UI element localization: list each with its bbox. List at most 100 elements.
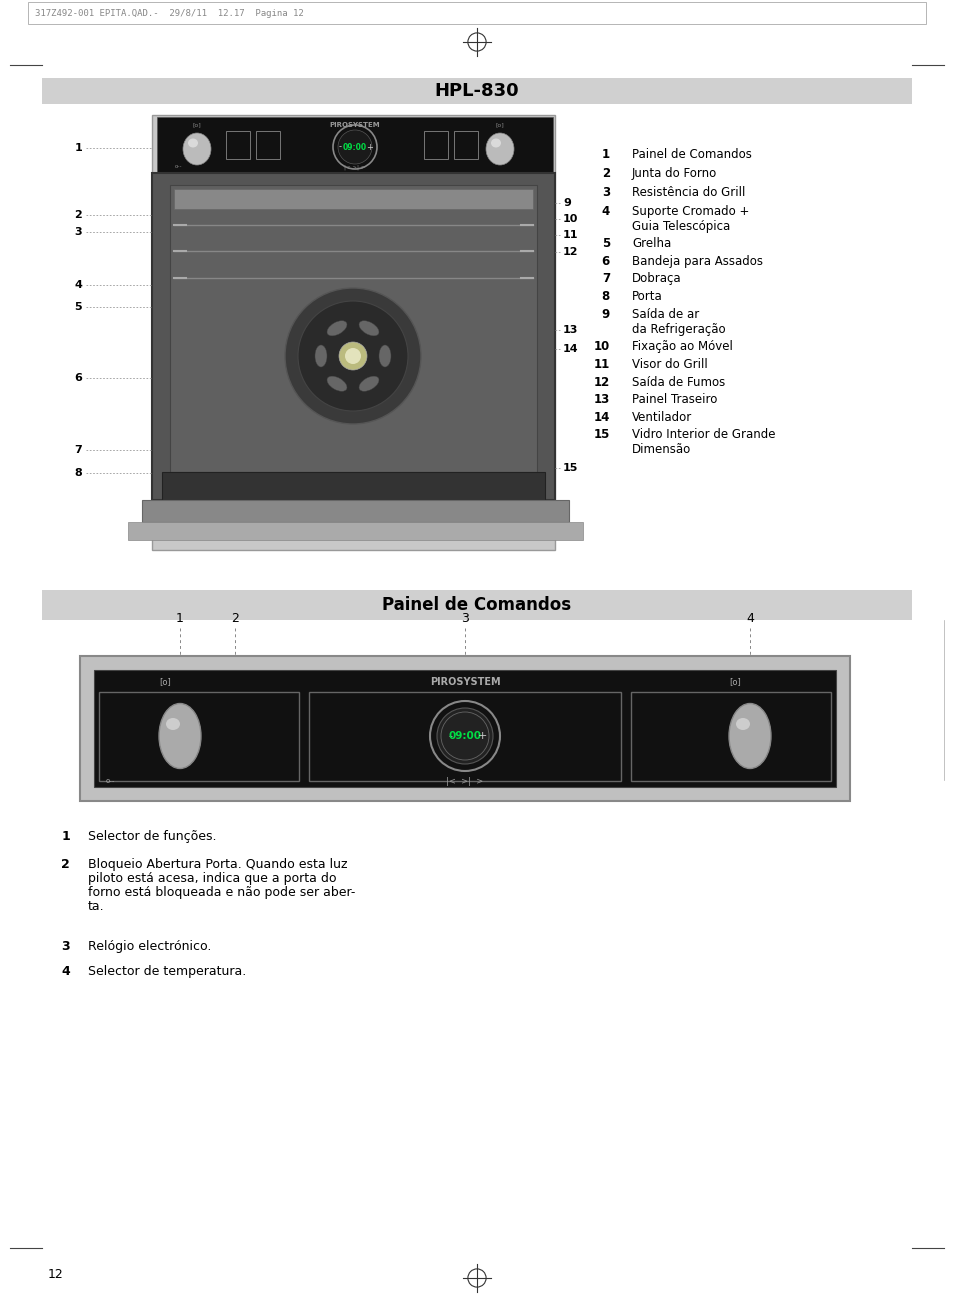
Text: Junta do Forno: Junta do Forno: [631, 167, 717, 180]
Text: +: +: [476, 731, 486, 741]
Text: Grelha: Grelha: [631, 237, 671, 250]
FancyBboxPatch shape: [80, 656, 849, 802]
Text: 11: 11: [562, 230, 578, 240]
Text: 13: 13: [562, 325, 578, 335]
Text: 5: 5: [74, 302, 82, 311]
Text: Dobraça: Dobraça: [631, 272, 680, 285]
Text: Relógio electrónico.: Relógio electrónico.: [88, 940, 212, 953]
Text: Bandeja para Assados: Bandeja para Assados: [631, 255, 762, 268]
Text: 3: 3: [61, 940, 70, 953]
Text: 2: 2: [61, 858, 70, 871]
Text: 4: 4: [74, 280, 82, 290]
Text: 12: 12: [48, 1268, 64, 1281]
Text: 3: 3: [460, 611, 469, 624]
Text: 10: 10: [593, 340, 609, 353]
Text: Saída de Fumos: Saída de Fumos: [631, 376, 724, 389]
Text: 4: 4: [745, 611, 753, 624]
FancyBboxPatch shape: [173, 189, 533, 209]
Text: [o]: [o]: [193, 122, 201, 127]
Text: [o]: [o]: [159, 678, 171, 686]
Text: 14: 14: [562, 344, 578, 353]
Ellipse shape: [183, 133, 211, 166]
FancyBboxPatch shape: [42, 78, 911, 104]
Ellipse shape: [159, 703, 201, 769]
Text: |<  >|  >: |< >| >: [446, 777, 483, 786]
FancyBboxPatch shape: [94, 670, 835, 787]
FancyBboxPatch shape: [152, 173, 555, 501]
Text: Selector de temperatura.: Selector de temperatura.: [88, 964, 246, 978]
Text: 1: 1: [74, 143, 82, 152]
Text: 09:00: 09:00: [342, 142, 367, 151]
FancyBboxPatch shape: [152, 116, 555, 551]
FancyBboxPatch shape: [128, 522, 582, 540]
Text: 3: 3: [74, 227, 82, 237]
Text: 12: 12: [562, 247, 578, 258]
Text: Painel de Comandos: Painel de Comandos: [631, 148, 751, 162]
Text: Painel Traseiro: Painel Traseiro: [631, 393, 717, 406]
Text: 2: 2: [74, 210, 82, 219]
Text: o--: o--: [174, 164, 182, 170]
Text: Saída de ar
da Refrigeração: Saída de ar da Refrigeração: [631, 307, 725, 336]
Ellipse shape: [735, 717, 749, 731]
Text: 4: 4: [601, 205, 609, 218]
Text: 14: 14: [593, 411, 609, 424]
Text: 11: 11: [593, 357, 609, 371]
Text: 9: 9: [562, 198, 570, 208]
Circle shape: [297, 301, 408, 411]
Ellipse shape: [491, 138, 500, 147]
Text: 6: 6: [74, 373, 82, 382]
Ellipse shape: [188, 138, 198, 147]
Text: Visor do Grill: Visor do Grill: [631, 357, 707, 371]
Text: forno está bloqueada e não pode ser aber-: forno está bloqueada e não pode ser aber…: [88, 886, 355, 899]
Text: -: -: [448, 731, 452, 741]
Text: 2: 2: [231, 611, 238, 624]
Text: 1: 1: [176, 611, 184, 624]
Text: 5: 5: [601, 237, 609, 250]
FancyBboxPatch shape: [157, 117, 553, 173]
Text: piloto está acesa, indica que a porta do: piloto está acesa, indica que a porta do: [88, 872, 336, 886]
Text: 8: 8: [601, 290, 609, 304]
FancyBboxPatch shape: [170, 185, 537, 472]
Text: 3: 3: [601, 187, 609, 198]
Text: Selector de funções.: Selector de funções.: [88, 830, 216, 844]
Text: 8: 8: [74, 468, 82, 478]
Text: o--: o--: [106, 778, 115, 784]
FancyBboxPatch shape: [142, 501, 568, 522]
Text: Vidro Interior de Grande
Dimensão: Vidro Interior de Grande Dimensão: [631, 428, 775, 456]
Text: HPL-830: HPL-830: [435, 81, 518, 100]
Ellipse shape: [485, 133, 514, 166]
Text: 13: 13: [593, 393, 609, 406]
Text: 9: 9: [601, 307, 609, 321]
Text: 12: 12: [593, 376, 609, 389]
Text: 4: 4: [61, 964, 70, 978]
Text: 10: 10: [562, 214, 578, 223]
Text: 2: 2: [601, 167, 609, 180]
Ellipse shape: [378, 346, 391, 367]
Text: PIROSYSTEM: PIROSYSTEM: [330, 122, 380, 127]
Text: [o]: [o]: [728, 678, 740, 686]
Text: |< >| >: |< >| >: [344, 164, 365, 170]
Circle shape: [436, 708, 493, 763]
Text: Resistência do Grill: Resistência do Grill: [631, 187, 744, 198]
Text: Bloqueio Abertura Porta. Quando esta luz: Bloqueio Abertura Porta. Quando esta luz: [88, 858, 347, 871]
FancyBboxPatch shape: [42, 590, 911, 620]
Text: Porta: Porta: [631, 290, 662, 304]
Text: 15: 15: [562, 463, 578, 473]
Ellipse shape: [166, 717, 180, 731]
Text: -: -: [338, 142, 341, 151]
Ellipse shape: [327, 376, 347, 392]
Text: 1: 1: [61, 830, 70, 844]
Text: Painel de Comandos: Painel de Comandos: [382, 597, 571, 614]
Text: 7: 7: [74, 445, 82, 455]
Text: 317Z492-001 EPITA.QAD.-  29/8/11  12.17  Pagina 12: 317Z492-001 EPITA.QAD.- 29/8/11 12.17 Pa…: [35, 8, 303, 17]
Ellipse shape: [358, 321, 378, 336]
Circle shape: [337, 130, 372, 164]
Text: ta.: ta.: [88, 900, 105, 913]
FancyBboxPatch shape: [162, 472, 544, 501]
Text: Ventilador: Ventilador: [631, 411, 692, 424]
Text: 6: 6: [601, 255, 609, 268]
Text: 15: 15: [593, 428, 609, 442]
Text: [o]: [o]: [496, 122, 504, 127]
Circle shape: [345, 348, 360, 364]
Ellipse shape: [358, 376, 378, 392]
